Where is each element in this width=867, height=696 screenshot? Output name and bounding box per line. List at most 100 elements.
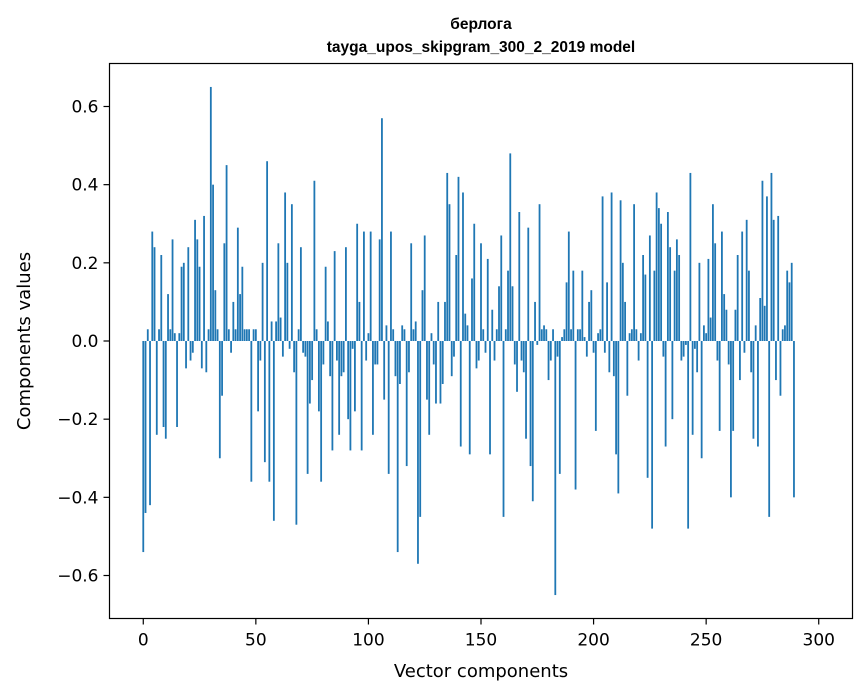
bar <box>651 341 654 529</box>
bar <box>516 341 518 392</box>
bar <box>653 270 656 341</box>
x-tick-label: 0 <box>138 631 149 651</box>
bar <box>689 172 692 341</box>
bar <box>597 333 599 341</box>
x-tick-label: 50 <box>245 631 267 651</box>
bar <box>491 309 494 341</box>
bar <box>365 341 368 361</box>
bar <box>401 325 404 341</box>
bar <box>410 243 413 341</box>
bar <box>558 341 561 474</box>
bar <box>223 243 226 341</box>
bar <box>754 325 757 341</box>
bar <box>196 239 199 341</box>
bar <box>313 180 316 341</box>
bar <box>437 301 440 341</box>
bar <box>565 282 568 341</box>
bar <box>664 341 667 447</box>
bar <box>320 341 323 482</box>
bar <box>484 341 487 353</box>
bar <box>345 247 347 341</box>
y-tick-label: 0.2 <box>71 254 98 274</box>
bar <box>385 325 388 341</box>
bar <box>757 341 759 447</box>
bar <box>687 341 690 529</box>
x-axis-ticks: 0 50 100 150 200 250 300 <box>138 618 835 651</box>
bar <box>372 341 374 435</box>
chart-title: берлога <box>450 16 512 33</box>
bar <box>396 341 399 553</box>
bar <box>493 341 496 361</box>
bar <box>381 118 383 341</box>
bar <box>788 282 791 341</box>
bar <box>399 341 401 384</box>
bar <box>239 294 241 341</box>
bar <box>705 333 708 341</box>
bar <box>570 329 572 341</box>
bar <box>185 341 187 369</box>
bar <box>727 341 730 365</box>
bar <box>245 329 248 341</box>
bar <box>356 223 359 341</box>
y-axis-label: Components values <box>14 252 35 430</box>
bar <box>160 255 163 341</box>
bar <box>549 341 552 361</box>
plot-frame <box>108 62 854 620</box>
bar <box>502 341 505 517</box>
bar <box>725 309 728 341</box>
bar <box>232 301 235 341</box>
bar <box>734 309 737 341</box>
bar <box>428 341 431 435</box>
bar <box>500 235 503 341</box>
bar <box>333 251 336 341</box>
bar <box>563 329 566 341</box>
bar <box>576 329 579 341</box>
bar <box>209 86 212 341</box>
bar <box>347 341 350 420</box>
bar <box>786 270 789 341</box>
bar <box>315 329 318 341</box>
bar <box>329 341 332 377</box>
bar <box>583 337 586 341</box>
bar <box>770 172 773 341</box>
bar <box>230 341 232 353</box>
bar <box>741 231 744 341</box>
bar <box>275 321 278 341</box>
bar <box>254 329 257 341</box>
bar <box>707 258 710 341</box>
bar <box>784 325 786 341</box>
bar <box>408 341 410 373</box>
bar <box>475 341 478 369</box>
bar <box>642 255 645 341</box>
bar <box>390 231 392 341</box>
bar <box>495 329 498 341</box>
bar <box>763 305 766 341</box>
bar <box>662 341 665 357</box>
bar <box>624 301 626 341</box>
bar <box>198 266 201 341</box>
bar <box>248 329 250 341</box>
bar <box>777 215 780 341</box>
bar <box>261 262 264 341</box>
bar <box>527 227 530 341</box>
chart-subtitle: tayga_upos_skipgram_300_2_2019 model <box>327 39 635 56</box>
bar <box>482 329 485 341</box>
bar <box>331 341 334 451</box>
bar <box>693 341 696 349</box>
bar <box>200 341 203 369</box>
bar <box>383 341 386 400</box>
bar <box>286 262 289 341</box>
bar <box>149 341 151 506</box>
bar <box>155 341 158 435</box>
bar <box>162 341 165 427</box>
bar <box>759 298 762 341</box>
bar <box>387 341 390 474</box>
bar <box>270 321 273 341</box>
bar <box>284 192 287 341</box>
bar <box>477 341 480 361</box>
bar <box>187 247 190 341</box>
bar <box>574 341 577 490</box>
bar <box>394 341 397 377</box>
bar <box>675 239 678 341</box>
bar <box>158 329 160 341</box>
